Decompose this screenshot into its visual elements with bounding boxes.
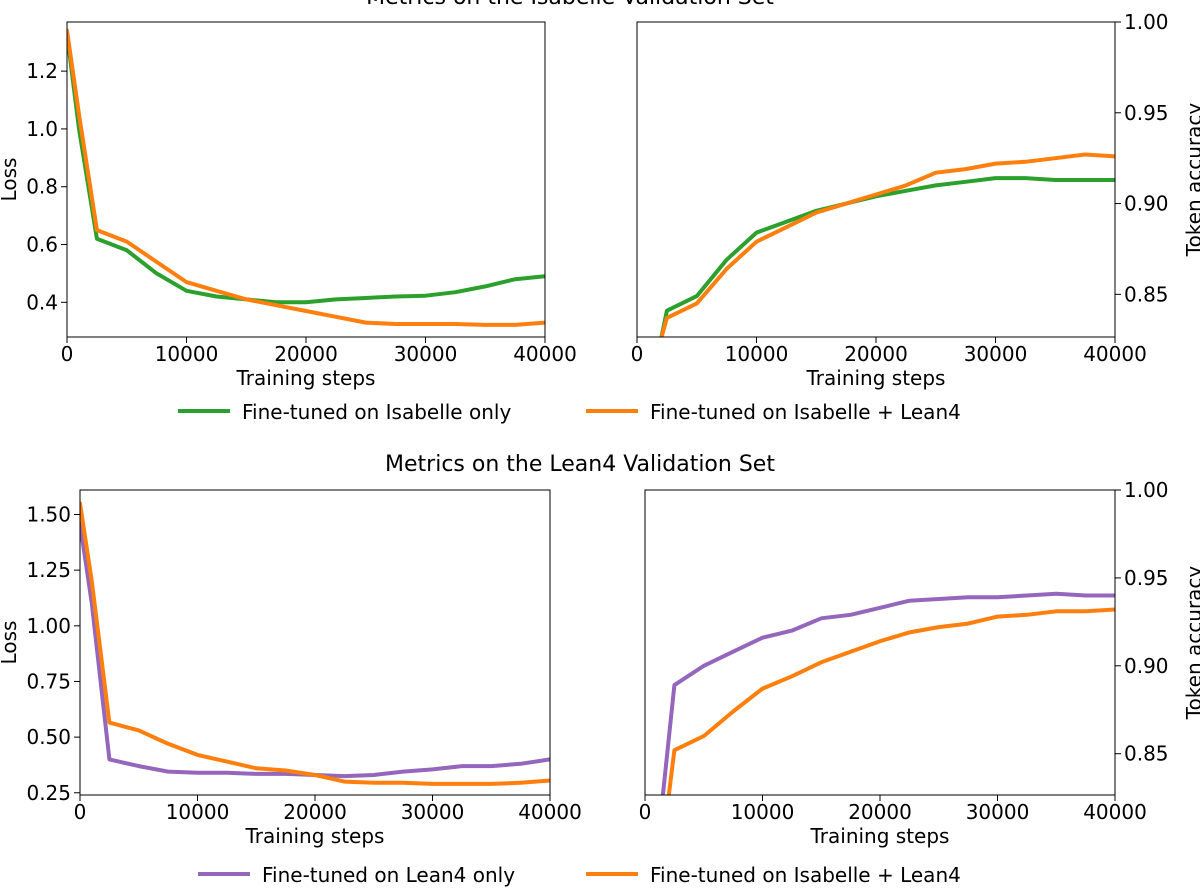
lean4-accuracy-x-tick-label: 10000: [731, 800, 795, 824]
bottom-legend-label-0: Fine-tuned on Lean4 only: [262, 863, 515, 887]
lean4-accuracy-y-tick-label: 0.95: [1124, 566, 1169, 590]
bottom-legend-label-1: Fine-tuned on Isabelle + Lean4: [650, 863, 961, 887]
isabelle-accuracy-x-tick-label: 40000: [1083, 342, 1147, 366]
lean4-accuracy-y-tick-label: 0.90: [1124, 654, 1169, 678]
isabelle-loss-x-tick-label: 10000: [155, 342, 219, 366]
isabelle-accuracy-y-axis-label: Token accuracy: [1182, 103, 1200, 258]
isabelle-loss-y-axis-label: Loss: [0, 158, 21, 202]
lean4-loss-x-tick-label: 0: [74, 800, 87, 824]
isabelle-accuracy-x-tick-label: 20000: [844, 342, 908, 366]
isabelle-accuracy-panel: 0 10000 20000 30000 40000 0.85 0.90 0.95 1.00 Tra…: [631, 10, 1200, 390]
lean4-loss-y-axis-label: Loss: [0, 621, 21, 665]
isabelle-loss-x-tick-label: 20000: [274, 342, 338, 366]
lean4-loss-axes-frame: [79, 489, 551, 796]
lean4-loss-series-1-line: [80, 501, 550, 786]
lean4-loss-y-tick-label: 0.50: [26, 725, 71, 749]
lean4-loss-panel: 0 10000 20000 30000 40000 0.25 0.50 0.75 1.00 1.2…: [0, 489, 582, 848]
top-legend: Fine-tuned on Isabelle only Fine-tuned o…: [178, 400, 961, 424]
isabelle-loss-y-tick-label: 0.8: [26, 175, 58, 199]
lean4-loss-y-tick-label: 0.75: [26, 669, 71, 693]
top-legend-label-0: Fine-tuned on Isabelle only: [242, 400, 511, 424]
top-figure-title: Metrics on the Isabelle Validation Set: [366, 0, 774, 10]
lean4-loss-y-tick-label: 0.25: [26, 781, 71, 805]
lean4-loss-y-tick-label: 1.25: [26, 558, 71, 582]
lean4-loss-y-tick-label: 1.50: [26, 502, 71, 526]
isabelle-loss-series-0-line: [67, 31, 545, 305]
lean4-loss-x-axis-label: Training steps: [245, 824, 385, 848]
isabelle-loss-y-tick-label: 0.6: [26, 233, 58, 257]
lean4-loss-x-tick-label: 20000: [283, 800, 347, 824]
lean4-accuracy-x-axis-label: Training steps: [810, 824, 950, 848]
lean4-accuracy-series-1-line: [666, 607, 1115, 795]
isabelle-accuracy-x-tick-label: 10000: [725, 342, 789, 366]
lean4-accuracy-series-0-line: [660, 591, 1115, 795]
bottom-figure-title: Metrics on the Lean4 Validation Set: [385, 452, 775, 477]
top-legend-label-1: Fine-tuned on Isabelle + Lean4: [650, 400, 961, 424]
lean4-accuracy-x-tick-label: 40000: [1083, 800, 1147, 824]
lean4-loss-x-tick-label: 30000: [401, 800, 465, 824]
lean4-loss-x-tick-label: 40000: [518, 800, 582, 824]
lean4-accuracy-panel: 0 10000 20000 30000 40000 0.85 0.90 0.95 1.00 Tra…: [639, 478, 1200, 848]
lean4-accuracy-x-tick-label: 0: [639, 800, 652, 824]
lean4-accuracy-y-axis-label: Token accuracy: [1182, 566, 1200, 721]
bottom-legend: Fine-tuned on Lean4 only Fine-tuned on I…: [198, 863, 961, 887]
isabelle-loss-x-tick-label: 30000: [394, 342, 458, 366]
isabelle-accuracy-series-0-line: [659, 176, 1115, 337]
isabelle-accuracy-x-axis-label: Training steps: [806, 366, 946, 390]
isabelle-loss-x-tick-label: 40000: [513, 342, 577, 366]
isabelle-loss-x-tick-label: 0: [61, 342, 74, 366]
lean4-loss-x-tick-label: 10000: [166, 800, 230, 824]
isabelle-accuracy-x-tick-label: 0: [631, 342, 644, 366]
lean4-accuracy-y-tick-label: 1.00: [1124, 478, 1169, 502]
isabelle-loss-x-axis-label: Training steps: [236, 366, 376, 390]
lean4-accuracy-x-tick-label: 30000: [966, 800, 1030, 824]
lean4-loss-y-tick-label: 1.00: [26, 614, 71, 638]
isabelle-loss-panel: 0 10000 20000 30000 40000 0.4 0.6 0.8 1.0 1.2 Trai…: [0, 21, 577, 390]
isabelle-accuracy-series-1-line: [659, 152, 1115, 337]
isabelle-loss-series-1-line: [67, 28, 545, 327]
isabelle-loss-y-tick-label: 1.2: [26, 59, 58, 83]
lean4-accuracy-x-tick-label: 20000: [848, 800, 912, 824]
isabelle-accuracy-y-tick-label: 1.00: [1124, 10, 1169, 34]
isabelle-loss-y-tick-label: 0.4: [26, 290, 58, 314]
isabelle-accuracy-y-tick-label: 0.95: [1124, 101, 1169, 125]
lean4-accuracy-y-tick-label: 0.85: [1124, 742, 1169, 766]
isabelle-loss-y-tick-label: 1.0: [26, 117, 58, 141]
isabelle-accuracy-y-tick-label: 0.90: [1124, 192, 1169, 216]
isabelle-accuracy-y-tick-label: 0.85: [1124, 282, 1169, 306]
lean4-loss-series-0-line: [80, 521, 550, 779]
isabelle-accuracy-x-tick-label: 30000: [964, 342, 1028, 366]
